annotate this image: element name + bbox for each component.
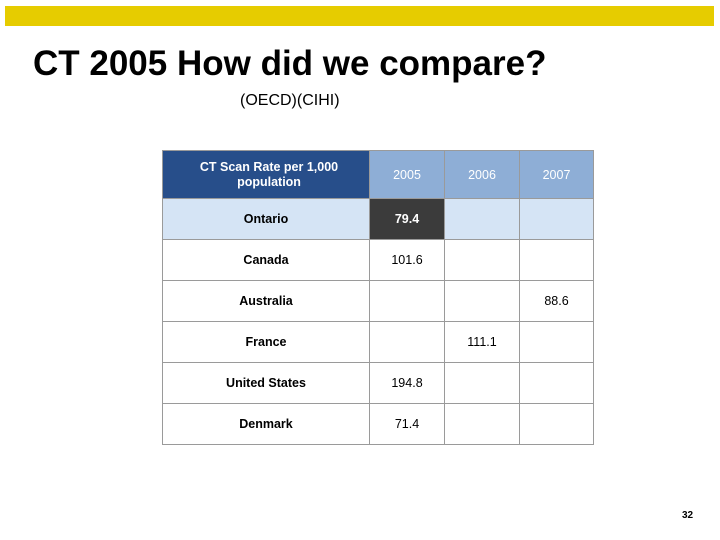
value-cell-2007 xyxy=(519,362,594,404)
table-row: Canada 101.6 xyxy=(162,239,594,281)
header-2007: 2007 xyxy=(519,150,594,199)
value-cell-2006 xyxy=(444,280,520,322)
value-cell-2007 xyxy=(519,239,594,281)
ct-rate-table: CT Scan Rate per 1,000 population 2005 2… xyxy=(162,150,594,445)
country-cell: France xyxy=(162,321,370,363)
table-header-row: CT Scan Rate per 1,000 population 2005 2… xyxy=(162,150,594,199)
value-cell-2006 xyxy=(444,239,520,281)
value-cell-2005: 101.6 xyxy=(369,239,445,281)
header-2006: 2006 xyxy=(444,150,520,199)
page-number: 32 xyxy=(682,510,694,521)
value-cell-2007 xyxy=(519,198,594,240)
header-2005: 2005 xyxy=(369,150,445,199)
value-cell-2005 xyxy=(369,280,445,322)
country-cell: Ontario xyxy=(162,198,370,240)
table-row: United States 194.8 xyxy=(162,362,594,404)
value-cell-2005: 194.8 xyxy=(369,362,445,404)
value-cell-2006 xyxy=(444,362,520,404)
table-row: Australia 88.6 xyxy=(162,280,594,322)
slide-title: CT 2005 How did we compare? xyxy=(33,44,547,83)
value-cell-2005 xyxy=(369,321,445,363)
top-accent-bar xyxy=(5,6,714,26)
table-row: Denmark 71.4 xyxy=(162,403,594,445)
value-cell-2006: 111.1 xyxy=(444,321,520,363)
value-cell-2006 xyxy=(444,198,520,240)
table-row: Ontario 79.4 xyxy=(162,198,594,240)
slide-subtitle: (OECD)(CIHI) xyxy=(240,92,340,109)
value-cell-2005: 79.4 xyxy=(369,198,445,240)
country-cell: Denmark xyxy=(162,403,370,445)
header-rate: CT Scan Rate per 1,000 population xyxy=(162,150,370,199)
value-cell-2005: 71.4 xyxy=(369,403,445,445)
country-cell: Canada xyxy=(162,239,370,281)
value-cell-2007: 88.6 xyxy=(519,280,594,322)
country-cell: United States xyxy=(162,362,370,404)
country-cell: Australia xyxy=(162,280,370,322)
value-cell-2006 xyxy=(444,403,520,445)
value-cell-2007 xyxy=(519,321,594,363)
table-row: France 111.1 xyxy=(162,321,594,363)
value-cell-2007 xyxy=(519,403,594,445)
